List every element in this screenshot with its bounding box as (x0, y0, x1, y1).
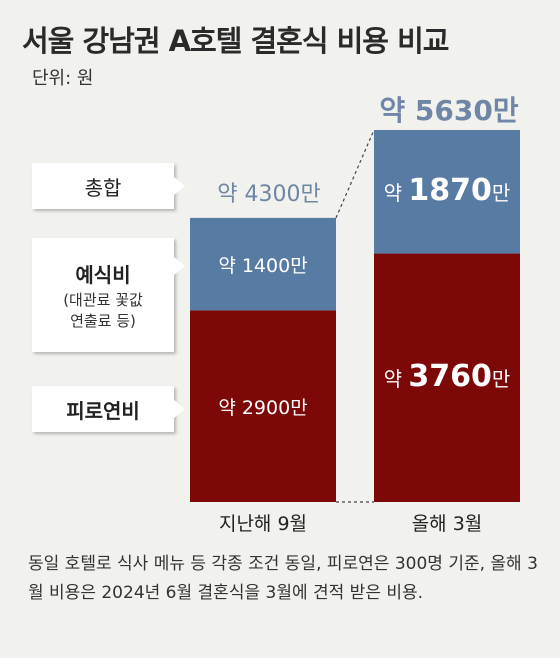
bar-ceremony-0 (190, 217, 336, 311)
category-label-1: 올해 3월 (412, 513, 483, 535)
legend-total-label: 총합 (84, 175, 122, 200)
total-label-1: 약 5630만 (379, 94, 518, 127)
bar-reception-label-0: 약 2900만 (218, 397, 307, 419)
legend-reception: 피로연비 (32, 386, 174, 432)
legend-total-pointer (174, 177, 185, 195)
connector-top (335, 129, 375, 219)
bar-reception-label-1: 약 3760만 (384, 359, 511, 394)
bar-ceremony-label-0: 약 1400만 (218, 255, 307, 277)
legend-reception-pointer (174, 400, 185, 418)
total-label-0: 약 4300만 (217, 182, 320, 207)
legend-ceremony-note-1: (대관료 꽃값 (63, 290, 143, 309)
bar-reception-0 (190, 310, 336, 502)
footnote: 동일 호텔로 식사 메뉴 등 각종 조건 동일, 피로연은 300명 기준, 올… (28, 554, 538, 603)
bar-ceremony-label-1: 약 1870만 (384, 173, 511, 208)
unit-label: 단위: 원 (32, 68, 94, 89)
legend-ceremony-pointer (174, 257, 185, 275)
legend-total: 총합 (32, 163, 174, 209)
legend-ceremony-label: 예식비 (75, 262, 131, 287)
legend-ceremony: 예식비 (대관료 꽃값 연출료 등) (32, 238, 174, 352)
bar-reception-1 (374, 253, 520, 502)
legend-reception-label: 피로연비 (66, 398, 140, 423)
category-label-0: 지난해 9월 (219, 513, 307, 535)
legend-ceremony-note-2: 연출료 등) (70, 311, 136, 330)
page-title: 서울 강남권 A호텔 결혼식 비용 비교 (22, 24, 449, 58)
bar-ceremony-1 (374, 130, 520, 254)
